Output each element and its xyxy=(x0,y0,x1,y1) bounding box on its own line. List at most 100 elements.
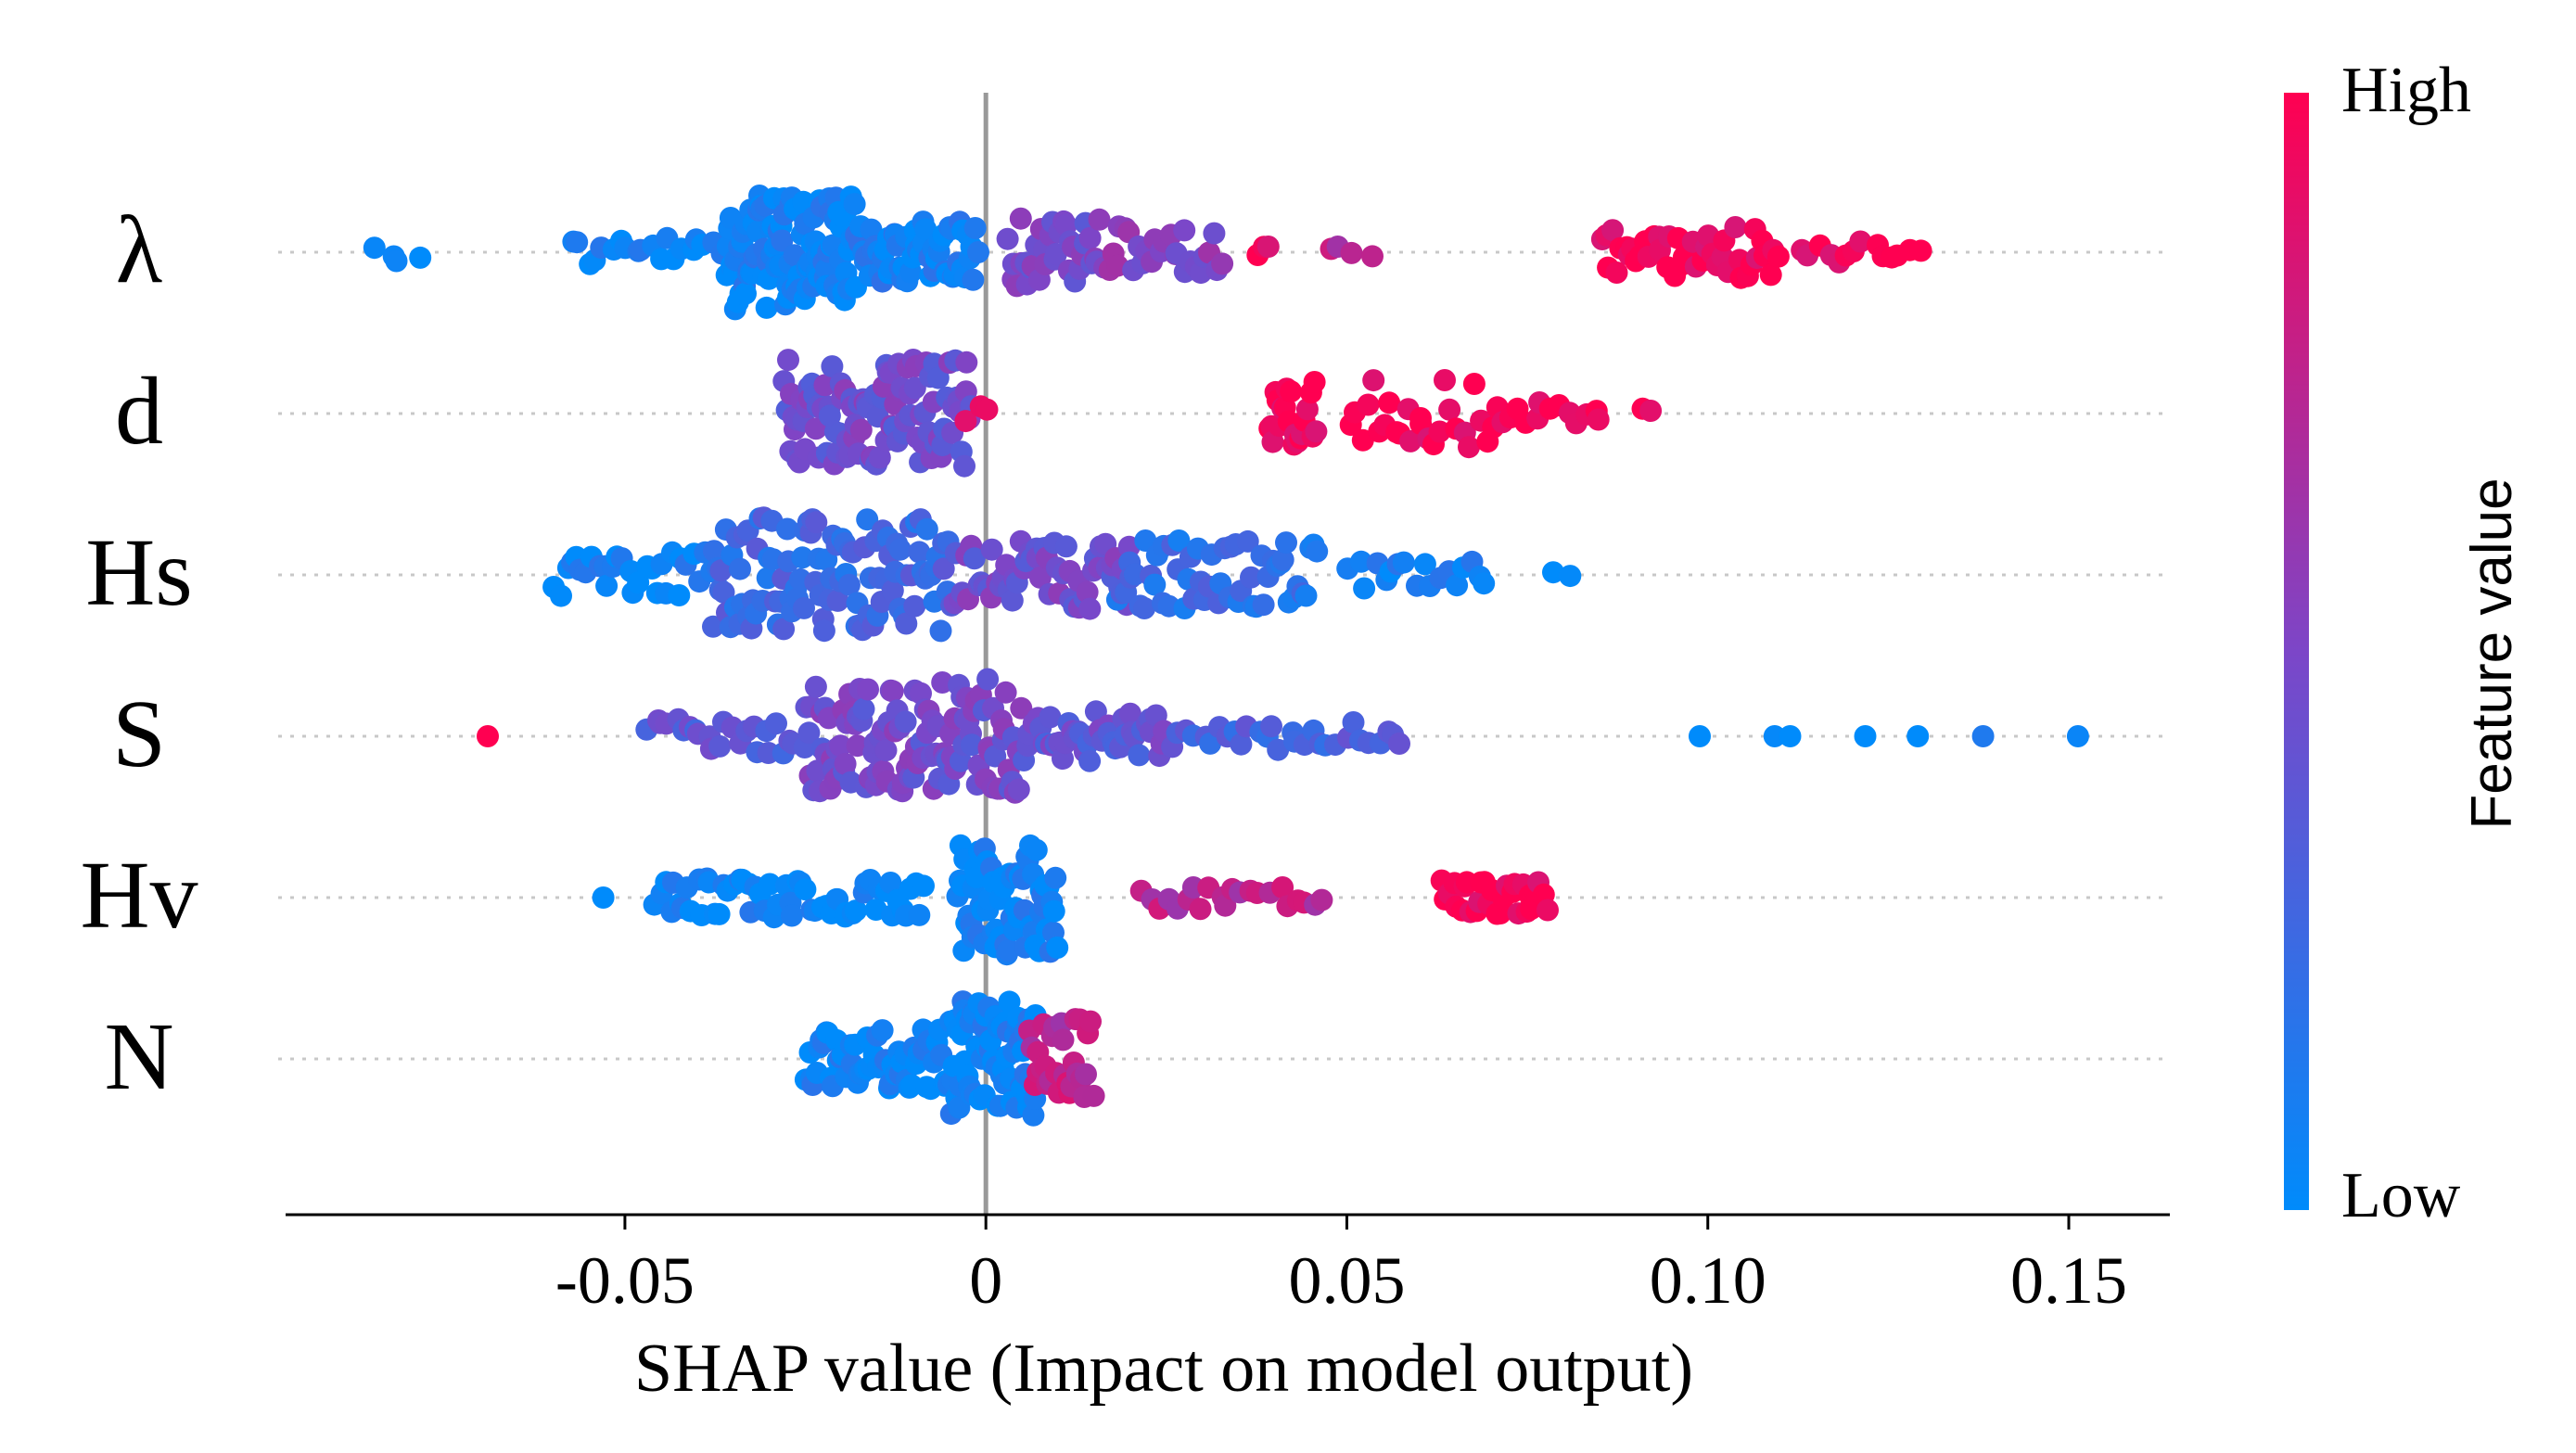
shap-point xyxy=(805,511,828,534)
shap-point xyxy=(1054,535,1078,558)
shap-point xyxy=(1342,711,1365,733)
shap-point xyxy=(2066,725,2089,747)
shap-point xyxy=(1078,597,1102,620)
shap-point xyxy=(1010,696,1033,720)
shap-point xyxy=(931,671,954,694)
shap-point xyxy=(668,584,691,606)
shap-point xyxy=(1587,408,1610,431)
shap-point xyxy=(821,355,844,378)
shap-point xyxy=(1189,898,1212,921)
feature-label: Hs xyxy=(85,519,193,626)
shap-point xyxy=(592,886,615,909)
shap-point xyxy=(566,231,589,254)
shap-point xyxy=(1039,706,1062,729)
shap-point xyxy=(1349,550,1372,573)
shap-point xyxy=(980,538,1003,561)
shap-point xyxy=(1128,744,1151,767)
shap-point xyxy=(804,675,827,698)
feature-label: N xyxy=(104,1003,173,1110)
shap-point xyxy=(1537,899,1559,922)
shap-point xyxy=(881,579,904,602)
shap-point xyxy=(1118,702,1141,725)
row-guide-lines xyxy=(278,250,2165,1061)
shap-point xyxy=(962,268,985,291)
shap-point xyxy=(856,508,879,531)
shap-point xyxy=(1022,1103,1045,1127)
shap-point xyxy=(1434,369,1456,391)
shap-point xyxy=(1260,715,1282,738)
shap-point xyxy=(1971,725,1995,747)
shap-point xyxy=(1295,398,1319,421)
shap-point xyxy=(1044,866,1067,889)
shap-point xyxy=(1399,429,1422,452)
shap-point xyxy=(1042,899,1065,923)
shap-point xyxy=(994,681,1017,704)
shap-point xyxy=(888,538,912,561)
shap-point xyxy=(1462,373,1486,395)
shap-points xyxy=(363,185,2089,1127)
x-tick-label: 0.10 xyxy=(1650,1243,1766,1318)
shap-point xyxy=(363,236,386,260)
shap-point xyxy=(1392,551,1415,574)
shap-point xyxy=(826,589,849,612)
shap-point xyxy=(961,733,983,757)
shap-point xyxy=(929,619,952,643)
shap-point xyxy=(765,712,787,735)
shap-point xyxy=(1007,778,1030,801)
shap-point xyxy=(881,680,904,703)
shap-point xyxy=(1167,529,1191,552)
shap-point xyxy=(1076,580,1099,604)
shap-point xyxy=(1025,838,1048,861)
shap-point xyxy=(772,618,796,641)
shap-point xyxy=(837,573,861,596)
shap-point xyxy=(1357,393,1380,416)
shap-point xyxy=(1306,540,1329,563)
shap-point xyxy=(1075,1063,1097,1086)
shap-point xyxy=(477,725,499,747)
shap-point xyxy=(709,559,733,582)
shap-point xyxy=(1203,222,1226,245)
shap-point xyxy=(984,745,1007,768)
shap-point xyxy=(755,296,778,319)
shap-point xyxy=(1473,572,1496,595)
shap-point xyxy=(1303,371,1326,393)
shap-point xyxy=(1256,236,1280,258)
colorbar-title: Feature value xyxy=(2460,478,2524,829)
shap-point xyxy=(1236,529,1259,553)
shap-point xyxy=(954,410,977,433)
shap-point xyxy=(409,246,432,269)
shap-point xyxy=(1378,391,1401,414)
shap-point xyxy=(797,721,821,745)
shap-point xyxy=(1458,436,1480,459)
x-tick-label: 0.05 xyxy=(1288,1243,1405,1318)
shap-point xyxy=(1759,263,1782,287)
shap-point xyxy=(1133,597,1156,619)
shap-point xyxy=(1428,420,1451,443)
shap-point xyxy=(874,739,898,762)
shap-point xyxy=(1909,239,1932,262)
shap-point xyxy=(1088,208,1111,231)
shap-point xyxy=(1294,584,1318,607)
shap-point xyxy=(908,541,931,564)
shap-point xyxy=(912,874,935,898)
shap-point xyxy=(777,349,799,372)
shap-point xyxy=(879,872,902,894)
shap-point xyxy=(1271,876,1294,899)
shap-point xyxy=(385,249,408,273)
shap-point xyxy=(915,517,938,541)
shap-point xyxy=(1413,553,1436,576)
x-tick-label: 0.15 xyxy=(2010,1243,2127,1318)
shap-point xyxy=(1779,725,1802,747)
shap-point xyxy=(708,734,732,758)
shap-point xyxy=(1082,1084,1105,1107)
shap-point xyxy=(702,615,724,638)
shap-point xyxy=(729,557,751,580)
shap-point xyxy=(703,540,725,563)
shap-point xyxy=(1078,226,1102,249)
feature-label: Hv xyxy=(80,842,198,949)
shap-point xyxy=(1280,380,1303,403)
shap-point xyxy=(1173,219,1196,242)
shap-point xyxy=(843,193,866,216)
shap-point xyxy=(1252,593,1275,617)
shap-point xyxy=(849,418,873,441)
